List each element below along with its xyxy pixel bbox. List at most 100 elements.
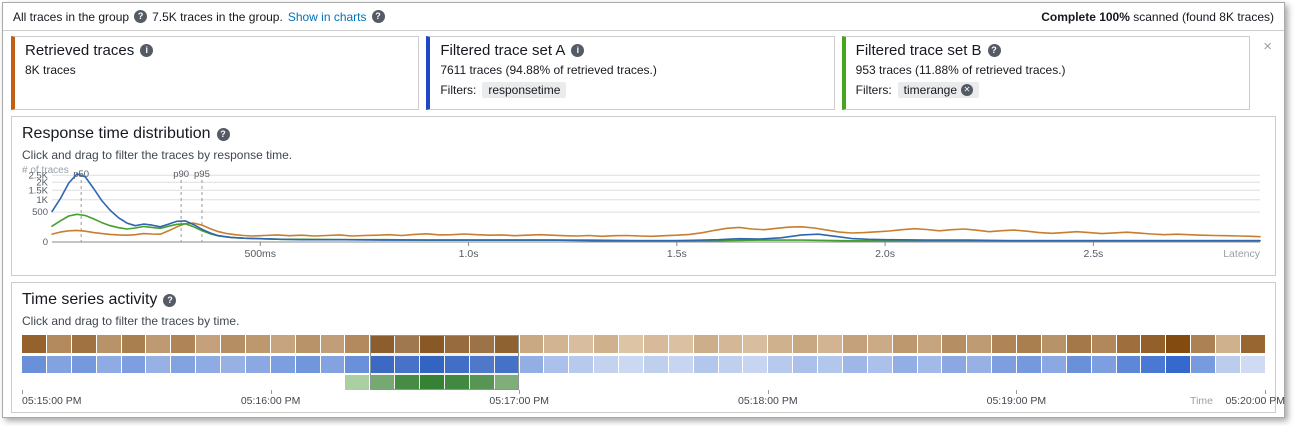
heat-cell[interactable]: [420, 356, 444, 373]
heat-cell[interactable]: [743, 375, 767, 390]
heat-cell[interactable]: [842, 356, 867, 373]
heat-cell[interactable]: [768, 356, 793, 373]
heat-cell[interactable]: [867, 335, 892, 353]
heat-cell[interactable]: [97, 375, 121, 390]
heat-cell[interactable]: [444, 335, 469, 353]
heat-cell[interactable]: [1042, 375, 1066, 390]
heat-cell[interactable]: [345, 356, 370, 373]
heat-cell[interactable]: [494, 375, 519, 390]
heat-cell[interactable]: [370, 335, 395, 353]
heat-cell[interactable]: [1017, 335, 1041, 353]
heat-cell[interactable]: [867, 356, 892, 373]
heat-cell[interactable]: [594, 356, 618, 373]
help-icon[interactable]: ?: [163, 293, 177, 307]
heat-cell[interactable]: [917, 356, 942, 373]
heat-cell[interactable]: [942, 356, 967, 373]
heat-cell[interactable]: [121, 335, 146, 353]
heat-cell[interactable]: [221, 356, 245, 373]
heat-cell[interactable]: [1240, 356, 1265, 373]
heat-cell[interactable]: [1066, 335, 1091, 353]
heat-cell[interactable]: [1092, 375, 1116, 390]
heat-cell[interactable]: [519, 335, 544, 353]
heat-cell[interactable]: [743, 356, 768, 373]
heat-cell[interactable]: [892, 356, 917, 373]
heat-cell[interactable]: [1041, 356, 1066, 373]
heat-cell[interactable]: [694, 375, 718, 390]
card-retrieved-traces[interactable]: Retrieved traces i 8K traces: [11, 36, 420, 110]
heat-cell[interactable]: [917, 335, 942, 353]
heat-cell[interactable]: [719, 375, 743, 390]
heat-cell[interactable]: [967, 356, 992, 373]
time-selection[interactable]: [370, 335, 520, 390]
heat-cell[interactable]: [345, 375, 370, 390]
heat-cell[interactable]: [1141, 335, 1166, 353]
heat-cell[interactable]: [619, 335, 643, 353]
heat-cell[interactable]: [22, 335, 46, 353]
info-icon[interactable]: i: [140, 44, 154, 57]
close-icon[interactable]: ×: [1263, 38, 1272, 55]
heat-cell[interactable]: [370, 375, 395, 390]
heat-cell[interactable]: [818, 335, 842, 353]
heat-cell[interactable]: [892, 335, 917, 353]
help-icon[interactable]: ?: [216, 127, 230, 141]
heat-cell[interactable]: [469, 356, 494, 373]
heat-cell[interactable]: [22, 375, 46, 390]
heat-cell[interactable]: [942, 335, 967, 353]
heat-cell[interactable]: [146, 375, 170, 390]
heat-cell[interactable]: [1166, 335, 1191, 353]
help-icon[interactable]: ?: [134, 10, 148, 23]
heat-cell[interactable]: [718, 356, 743, 373]
heat-cell[interactable]: [1091, 356, 1116, 373]
heat-cell[interactable]: [245, 335, 270, 353]
heat-cell[interactable]: [1191, 375, 1215, 390]
heat-cell[interactable]: [1166, 375, 1190, 390]
heat-cell[interactable]: [271, 375, 295, 390]
heat-cell[interactable]: [1017, 375, 1041, 390]
heat-cell[interactable]: [196, 375, 220, 390]
heat-cell[interactable]: [992, 375, 1016, 390]
heat-cell[interactable]: [569, 335, 594, 353]
heat-cell[interactable]: [1191, 335, 1215, 353]
heat-cell[interactable]: [246, 375, 270, 390]
heat-cell[interactable]: [569, 356, 594, 373]
heat-cell[interactable]: [444, 356, 469, 373]
heat-cell[interactable]: [196, 356, 220, 373]
heat-cell[interactable]: [420, 375, 444, 390]
heat-cell[interactable]: [1117, 375, 1141, 390]
heat-cell[interactable]: [594, 335, 618, 353]
heat-cell[interactable]: [22, 356, 46, 373]
heat-cell[interactable]: [818, 356, 842, 373]
heat-cell[interactable]: [519, 356, 544, 373]
heat-cell[interactable]: [967, 335, 992, 353]
filter-tag-responsetime[interactable]: responsetime: [482, 82, 567, 98]
heat-cell[interactable]: [295, 335, 320, 353]
heat-cell[interactable]: [395, 356, 419, 373]
heat-cell[interactable]: [668, 335, 693, 353]
heat-cell[interactable]: [1116, 356, 1141, 373]
heat-cell[interactable]: [1041, 335, 1066, 353]
heat-cell[interactable]: [918, 375, 942, 390]
heat-cell[interactable]: [494, 356, 519, 373]
heat-cell[interactable]: [594, 375, 618, 390]
heat-cell[interactable]: [121, 356, 146, 373]
heat-cell[interactable]: [718, 335, 743, 353]
heat-cell[interactable]: [171, 356, 196, 373]
heat-cell[interactable]: [1216, 335, 1240, 353]
heat-cell[interactable]: [420, 335, 444, 353]
heat-cell[interactable]: [146, 356, 171, 373]
heat-cell[interactable]: [245, 356, 270, 373]
heat-cell[interactable]: [693, 356, 718, 373]
heat-cell[interactable]: [46, 335, 71, 353]
heat-cell[interactable]: [793, 356, 817, 373]
heat-cell[interactable]: [569, 375, 593, 390]
heat-cell[interactable]: [270, 356, 295, 373]
heat-cell[interactable]: [893, 375, 917, 390]
heat-cell[interactable]: [1240, 335, 1265, 353]
help-icon[interactable]: ?: [987, 44, 1001, 57]
heat-cell[interactable]: [296, 375, 320, 390]
heat-cell[interactable]: [619, 356, 643, 373]
heat-cell[interactable]: [768, 375, 792, 390]
heat-cell[interactable]: [1191, 356, 1215, 373]
time-heatmap[interactable]: [22, 335, 1265, 390]
